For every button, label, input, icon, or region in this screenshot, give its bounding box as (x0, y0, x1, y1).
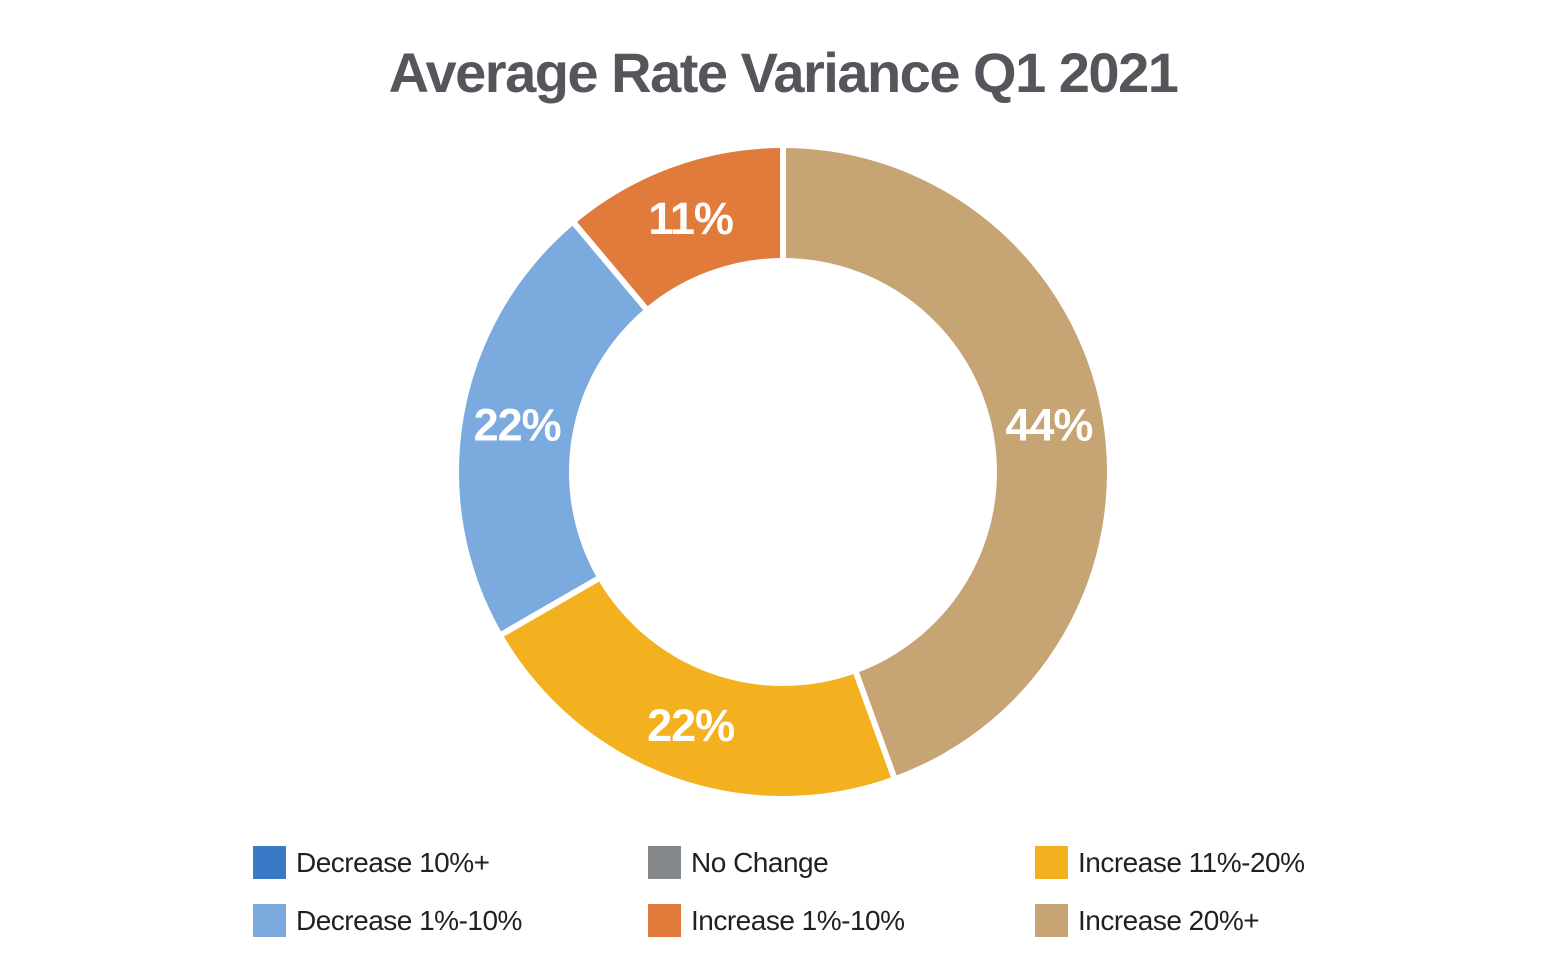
donut-segment-increase-11-20 (502, 579, 894, 796)
donut-segment-decrease-1-10 (459, 223, 646, 634)
legend-label: Decrease 1%-10% (296, 904, 522, 936)
donut-segment-value-label: 22% (474, 400, 561, 451)
legend-item-increase-20: Increase 20%+ (1035, 904, 1305, 937)
segment-divider (850, 664, 900, 786)
legend-item-no-change: No Change (648, 846, 1035, 879)
legend-label: Increase 11%-20% (1078, 846, 1305, 878)
legend-item-decrease-10: Decrease 10%+ (253, 846, 648, 879)
legend-label: Increase 1%-10% (691, 904, 905, 936)
legend-swatch (648, 904, 681, 937)
legend-item-increase-1-10: Increase 1%-10% (648, 904, 1035, 937)
segment-divider (493, 572, 607, 641)
legend-swatch (253, 904, 286, 937)
donut-segment-value-label: 22% (647, 700, 734, 751)
donut-segment-value-label: 11% (648, 193, 733, 244)
segment-divider (567, 215, 653, 317)
donut-segment-increase-20 (783, 148, 1107, 777)
legend-label: Decrease 10%+ (296, 846, 490, 878)
chart-legend: Decrease 10%+ No Change Increase 11%-20% De… (253, 846, 1305, 937)
legend-swatch (253, 846, 286, 879)
donut-segment-value-label: 44% (1005, 400, 1092, 451)
legend-swatch (648, 846, 681, 879)
legend-item-decrease-1-10: Decrease 1%-10% (253, 904, 648, 937)
legend-label: No Change (691, 846, 829, 878)
legend-swatch (1035, 846, 1068, 879)
legend-swatch (1035, 904, 1068, 937)
donut-segment-increase-1-10 (574, 148, 783, 309)
legend-label: Increase 20%+ (1078, 904, 1260, 936)
chart-title: Average Rate Variance Q1 2021 (388, 41, 1179, 104)
donut-chart: 44% 22% 22% 11% (459, 142, 1107, 796)
legend-item-increase-11-20: Increase 11%-20% (1035, 846, 1305, 879)
